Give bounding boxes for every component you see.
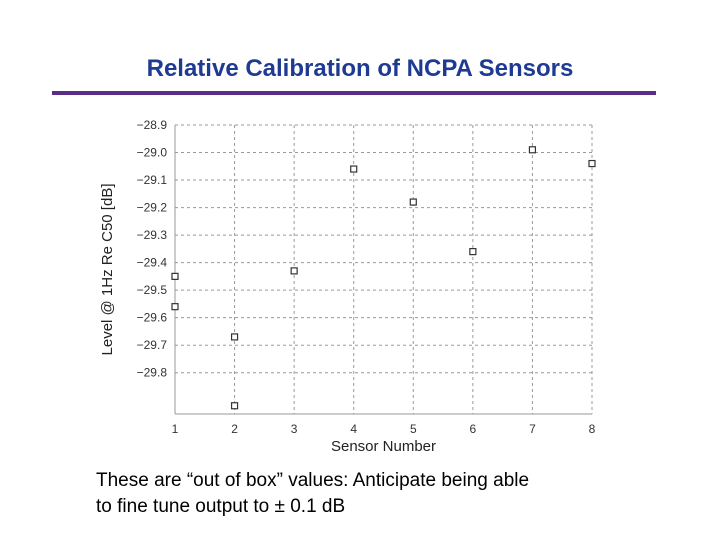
points-layer xyxy=(171,146,596,410)
x-tick-label: 4 xyxy=(350,422,357,436)
y-tick-label: −29.8 xyxy=(137,366,168,380)
scatter-chart: 1 2 3 4 5 6 7 8 −28.9 −29.0 −29.1 −29.2 −29.3 −29.4 −2… xyxy=(99,118,596,453)
data-point xyxy=(171,272,179,280)
y-tick-label: −29.7 xyxy=(137,338,168,352)
x-tick-label: 3 xyxy=(291,422,298,436)
axes-layer xyxy=(174,125,592,415)
data-point xyxy=(230,333,239,341)
y-tick-label: −29.3 xyxy=(137,228,168,242)
x-tick-label: 2 xyxy=(231,422,238,436)
caption-line-2: to fine tune output to ± 0.1 dB xyxy=(96,496,346,517)
x-axis-title: Sensor Number xyxy=(331,438,436,453)
title-divider xyxy=(52,91,656,95)
labels-layer: 1 2 3 4 5 6 7 8 −28.9 −29.0 −29.1 −29.2 −29.3 −29.4 −2… xyxy=(99,118,596,453)
y-tick-label: −29.2 xyxy=(137,201,168,215)
data-point xyxy=(350,165,358,173)
y-tick-label: −28.9 xyxy=(137,118,168,132)
x-tick-label: 7 xyxy=(529,422,536,436)
x-tick-label: 5 xyxy=(410,422,417,436)
data-point xyxy=(171,303,179,311)
grid-layer xyxy=(174,124,593,414)
y-tick-label: −29.0 xyxy=(137,146,168,160)
data-point xyxy=(469,248,477,256)
data-point xyxy=(290,267,298,275)
y-tick-label: −29.4 xyxy=(137,256,168,270)
slide-title: Relative Calibration of NCPA Sensors xyxy=(146,55,574,82)
y-tick-label: −29.6 xyxy=(137,311,168,325)
y-tick-label: −29.1 xyxy=(137,173,168,187)
x-tick-label: 6 xyxy=(470,422,477,436)
x-tick-label: 8 xyxy=(589,422,596,436)
caption-line-1: These are “out of box” values: Anticipat… xyxy=(96,470,530,491)
data-point xyxy=(588,159,596,168)
data-point xyxy=(230,402,239,410)
x-tick-label: 1 xyxy=(172,422,179,436)
data-point xyxy=(528,146,537,154)
data-point xyxy=(409,198,417,206)
y-tick-label: −29.5 xyxy=(137,283,168,297)
caption: These are “out of box” values: Anticipat… xyxy=(96,468,696,520)
y-axis-title: Level @ 1Hz Re C50 [dB] xyxy=(99,184,116,356)
